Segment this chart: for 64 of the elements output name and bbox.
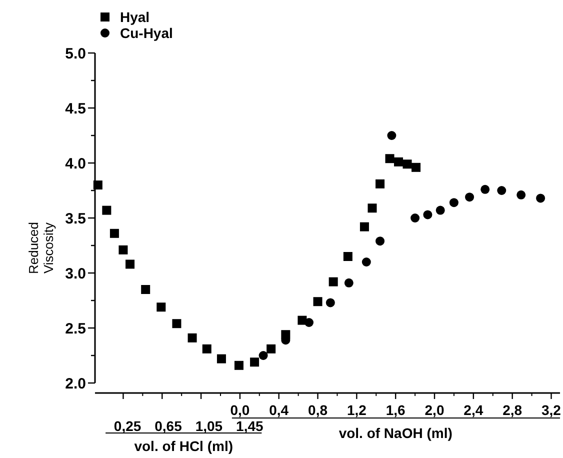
x-tick-label: 2,0 [424, 402, 444, 418]
point [188, 333, 197, 342]
point [216, 354, 226, 364]
point [368, 204, 377, 213]
y-tick-label: 2.0 [65, 375, 86, 392]
x2-axis-title: vol. of HCl (ml) [134, 438, 233, 454]
point [465, 192, 474, 202]
point [102, 206, 112, 215]
x-tick-label: 1,2 [346, 402, 367, 418]
point [376, 236, 385, 246]
point [202, 344, 212, 354]
point [360, 222, 369, 232]
point [234, 360, 244, 370]
point [516, 190, 526, 200]
point [385, 154, 394, 164]
x-tick-label: 1,6 [386, 402, 406, 418]
point [93, 180, 102, 190]
point [376, 179, 385, 188]
point [344, 278, 354, 288]
y-tick-label: 2.5 [65, 320, 86, 338]
point [326, 298, 335, 308]
x-tick-label: 0,8 [308, 402, 328, 418]
y-tick-label: 4.0 [65, 155, 86, 172]
legend-label: Hyal [120, 8, 150, 25]
point [141, 285, 150, 294]
x2-tick-label: 1,45 [236, 418, 264, 434]
point [436, 206, 445, 215]
point [423, 210, 432, 220]
y-axis-title: Reduced Viscosity [26, 222, 56, 274]
legend-label: Cu-Hyal [120, 24, 173, 41]
point [304, 318, 314, 327]
x2-tick-label: 1,05 [195, 418, 223, 434]
point [387, 131, 396, 140]
point [250, 358, 260, 367]
point [410, 214, 420, 222]
point [449, 198, 458, 208]
point [328, 277, 338, 286]
point [156, 302, 166, 312]
x-tick-label: 2,4 [464, 402, 484, 418]
point [343, 252, 352, 261]
y-tick-label: 3.0 [65, 265, 86, 282]
point [126, 260, 135, 269]
y-tick-label: 5.0 [65, 45, 86, 62]
point [172, 319, 182, 328]
point [110, 228, 119, 238]
point [536, 194, 546, 203]
point [362, 258, 371, 266]
x2-tick-label: 0,65 [154, 418, 182, 434]
x-tick-label: 0,0 [230, 402, 250, 418]
x-axis-title: vol. of NaOH (ml) [338, 425, 452, 441]
point [266, 344, 276, 354]
point [480, 184, 490, 194]
x-tick-label: 2,8 [502, 402, 522, 418]
x2-tick-label: 0,25 [114, 418, 142, 434]
point [402, 160, 412, 169]
point [497, 186, 506, 195]
x-tick-label: 3,2 [542, 402, 562, 418]
point [412, 162, 421, 172]
point [313, 297, 322, 306]
point [118, 245, 128, 254]
y-tick-label: 4.5 [65, 100, 86, 118]
y-tick-label: 3.5 [65, 210, 86, 228]
x-tick-label: 0,4 [269, 402, 289, 418]
point [258, 351, 268, 360]
